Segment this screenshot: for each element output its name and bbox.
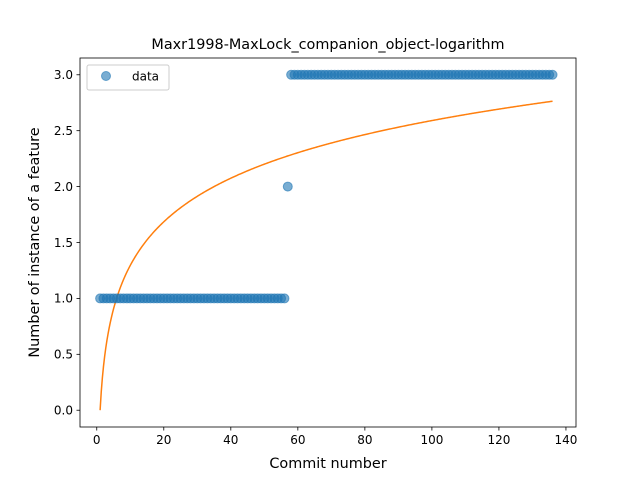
- plot-marks: [95, 69, 558, 411]
- x-tick-label: 60: [290, 433, 305, 447]
- data-point: [282, 181, 293, 192]
- x-axis-ticks: 0 20 40 60 80 100 120 140: [93, 427, 577, 447]
- x-tick-label: 120: [487, 433, 510, 447]
- y-axis-label: Number of instance of a feature: [27, 127, 43, 357]
- x-axis-label: Commit number: [269, 456, 386, 472]
- y-tick-label: 2.0: [54, 180, 73, 194]
- data-point: [547, 69, 558, 80]
- y-tick-label: 0.0: [54, 404, 73, 418]
- plot-area-frame: [79, 57, 577, 428]
- y-tick-label: 1.0: [54, 292, 73, 306]
- x-tick-label: 40: [223, 433, 238, 447]
- y-axis-ticks: 0.0 0.5 1.0 1.5 2.0 2.5 3.0: [54, 68, 80, 418]
- data-point: [279, 293, 290, 304]
- x-tick-label: 0: [93, 433, 101, 447]
- y-tick-label: 3.0: [54, 68, 73, 82]
- fit-line: [99, 100, 553, 411]
- x-tick-label: 20: [156, 433, 171, 447]
- y-tick-label: 2.5: [54, 124, 73, 138]
- legend-label: data: [132, 70, 159, 84]
- legend-marker: [101, 71, 111, 81]
- y-tick-label: 1.5: [54, 236, 73, 250]
- chart-title: Maxr1998-MaxLock_companion_object-logari…: [151, 37, 504, 53]
- x-tick-label: 80: [357, 433, 372, 447]
- x-tick-label: 100: [420, 433, 443, 447]
- x-tick-label: 140: [554, 433, 577, 447]
- legend: data: [86, 64, 170, 91]
- y-tick-label: 0.5: [54, 348, 73, 362]
